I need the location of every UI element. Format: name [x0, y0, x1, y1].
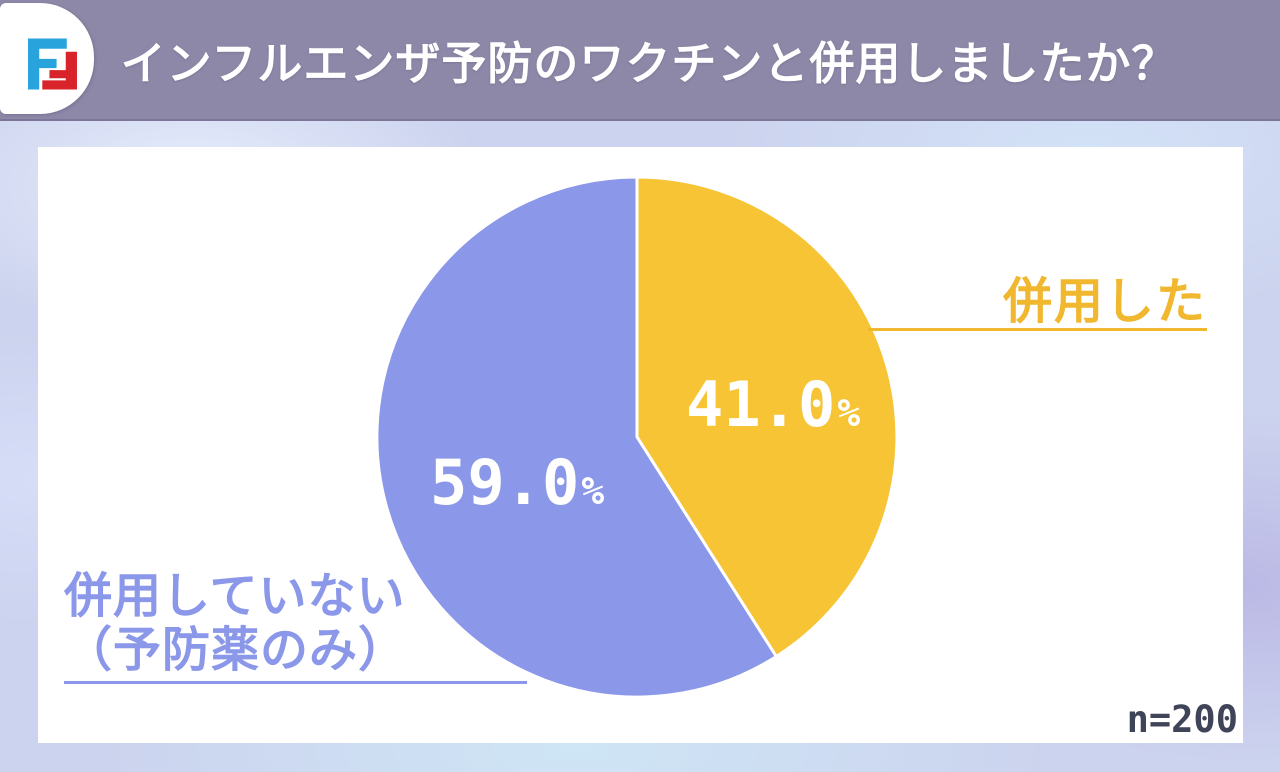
callout-label-blue-line1: 併用していない [64, 570, 406, 623]
percent-sign: % [837, 391, 861, 435]
percent-sign: % [581, 469, 605, 513]
header-bar: インフルエンザ予防のワクチンと併用しましたか？ [0, 0, 1280, 121]
pie-chart [375, 175, 899, 699]
value-number: 59.0 [430, 446, 580, 519]
page-title: インフルエンザ予防のワクチンと併用しましたか？ [120, 38, 1178, 89]
callout-label-yellow: 併用した [1002, 275, 1207, 329]
callout-underline-blue [64, 681, 527, 684]
callout-label-blue: 併用していない （予防薬のみ） [64, 570, 407, 678]
logo-badge [0, 3, 94, 114]
value-label-blue-slice: 59.0 % [430, 452, 604, 514]
value-number: 41.0 [686, 368, 836, 441]
callout-label-blue-line2: （予防薬のみ） [64, 624, 408, 677]
callout-underline-yellow [868, 328, 1207, 331]
value-label-yellow-slice: 41.0 % [686, 374, 860, 436]
sample-size-label: n=200 [1126, 698, 1238, 741]
pie-slice [375, 175, 778, 699]
